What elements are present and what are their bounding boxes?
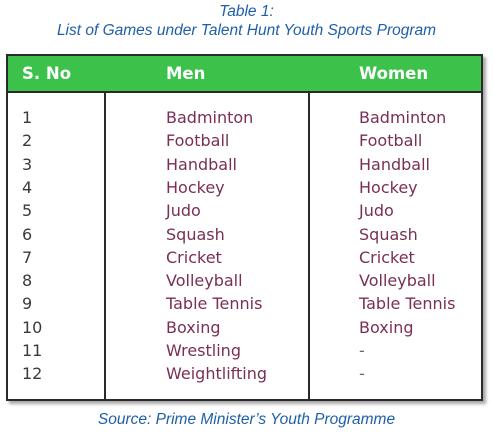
cell-women: Hockey xyxy=(359,177,418,197)
cell-men: Football xyxy=(166,131,230,151)
cell-sno: 10 xyxy=(22,317,43,337)
cell-women: - xyxy=(359,364,365,384)
cell-sno: 3 xyxy=(22,154,33,174)
table-row: 3 Handball Handball xyxy=(8,153,481,176)
cell-women: Squash xyxy=(359,224,418,244)
table-row: 12 Weightlifting - xyxy=(8,362,481,385)
cell-sno: 4 xyxy=(22,177,33,197)
header-men: Men xyxy=(166,64,206,83)
cell-sno: 11 xyxy=(22,341,43,360)
table-row: 7 Cricket Cricket xyxy=(8,246,481,269)
games-table: S. No Men Women 1 Badminton Badminton 2 Foot… xyxy=(6,54,483,401)
table-row: 9 Table Tennis Table Tennis xyxy=(8,292,481,315)
table-caption-label: Table 1: xyxy=(219,3,274,20)
table-source: Source: Prime Minister’s Youth Programme xyxy=(97,411,396,428)
cell-women: Boxing xyxy=(359,317,414,337)
cell-women: Handball xyxy=(359,154,430,174)
cell-sno: 12 xyxy=(22,364,43,384)
header-women: Women xyxy=(359,64,429,83)
cell-women: Badminton xyxy=(359,108,447,127)
cell-men: Hockey xyxy=(166,177,225,197)
header-sno: S. No xyxy=(22,64,72,83)
cell-sno: 2 xyxy=(22,131,33,151)
table-row: 5 Judo Judo xyxy=(8,199,481,222)
cell-women: Judo xyxy=(359,201,394,221)
cell-women: - xyxy=(359,341,365,360)
cell-men: Weightlifting xyxy=(166,364,267,384)
table-row: 6 Squash Squash xyxy=(8,223,481,246)
cell-women: Football xyxy=(359,131,423,151)
table-row: 1 Badminton Badminton xyxy=(8,106,481,129)
table-row: 8 Volleyball Volleyball xyxy=(8,269,481,292)
cell-men: Volleyball xyxy=(166,271,243,291)
table-header-row: S. No Men Women xyxy=(8,56,481,93)
table-row: 4 Hockey Hockey xyxy=(8,176,481,199)
cell-men: Boxing xyxy=(166,317,221,337)
cell-sno: 5 xyxy=(22,201,33,221)
table-row: 11 Wrestling - xyxy=(8,339,481,362)
cell-men: Squash xyxy=(166,224,225,244)
cell-men: Table Tennis xyxy=(166,294,263,314)
cell-women: Volleyball xyxy=(359,271,436,291)
cell-men: Judo xyxy=(166,201,201,221)
cell-sno: 9 xyxy=(22,294,33,314)
column-divider xyxy=(308,93,310,399)
table-row: 2 Football Football xyxy=(8,129,481,152)
cell-sno: 1 xyxy=(22,108,33,127)
cell-women: Cricket xyxy=(359,247,415,267)
cell-sno: 6 xyxy=(22,224,33,244)
column-divider xyxy=(104,93,106,399)
cell-men: Badminton xyxy=(166,108,254,127)
table-caption-title: List of Games under Talent Hunt Youth Sp… xyxy=(56,22,437,39)
cell-men: Wrestling xyxy=(166,341,241,360)
table-row: 10 Boxing Boxing xyxy=(8,316,481,339)
cell-men: Handball xyxy=(166,154,237,174)
cell-men: Cricket xyxy=(166,247,222,267)
cell-sno: 8 xyxy=(22,271,33,291)
cell-sno: 7 xyxy=(22,247,33,267)
cell-women: Table Tennis xyxy=(359,294,456,314)
